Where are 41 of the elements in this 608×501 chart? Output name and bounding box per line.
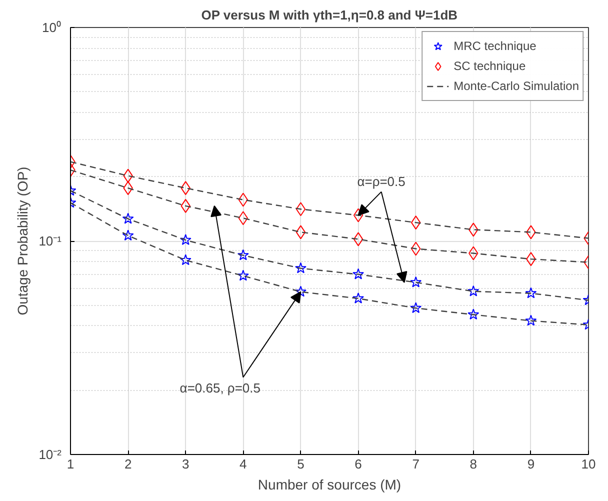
point xyxy=(352,292,364,304)
point xyxy=(525,314,537,326)
x-tick-label: 6 xyxy=(354,456,362,472)
x-tick-label: 4 xyxy=(240,456,247,472)
x-tick-label: 5 xyxy=(297,456,304,472)
x-tick-label: 9 xyxy=(527,456,535,472)
y-tick-label: 10⁰ xyxy=(42,20,62,35)
point xyxy=(180,254,192,266)
y-tick-label: 10⁻¹ xyxy=(38,234,62,248)
point xyxy=(237,249,249,260)
x-tick-label: 7 xyxy=(412,456,420,472)
point xyxy=(294,262,306,274)
x-tick-label: 2 xyxy=(124,456,132,472)
point xyxy=(122,212,134,224)
point xyxy=(122,230,134,241)
point xyxy=(410,302,422,314)
point xyxy=(296,202,306,216)
legend-label: Monte-Carlo Simulation xyxy=(454,79,579,93)
y-axis-title: Outage Probability (OP) xyxy=(14,166,31,316)
point xyxy=(468,285,480,296)
x-tick-label: 10 xyxy=(581,456,596,472)
legend-label: MRC technique xyxy=(454,39,536,53)
point xyxy=(180,234,192,246)
point xyxy=(468,308,480,320)
point xyxy=(525,287,537,298)
point xyxy=(410,276,422,288)
annotation: α=ρ=0.5 xyxy=(357,174,406,189)
x-tick-label: 1 xyxy=(66,456,74,472)
x-tick-label: 3 xyxy=(182,456,190,472)
chart-title: OP versus M with γth=1,η=0.8 and Ψ=1dB xyxy=(201,8,458,22)
point xyxy=(296,225,306,240)
annotation: α=0.65, ρ=0.5 xyxy=(180,380,260,396)
x-axis-title: Number of sources (M) xyxy=(258,476,402,492)
point xyxy=(353,232,364,246)
legend-label: SC technique xyxy=(454,59,526,73)
point xyxy=(352,268,364,280)
y-tick-label: 10⁻² xyxy=(38,447,62,462)
point xyxy=(353,208,364,222)
x-tick-label: 8 xyxy=(470,456,478,472)
point xyxy=(294,286,306,297)
point xyxy=(237,270,249,281)
